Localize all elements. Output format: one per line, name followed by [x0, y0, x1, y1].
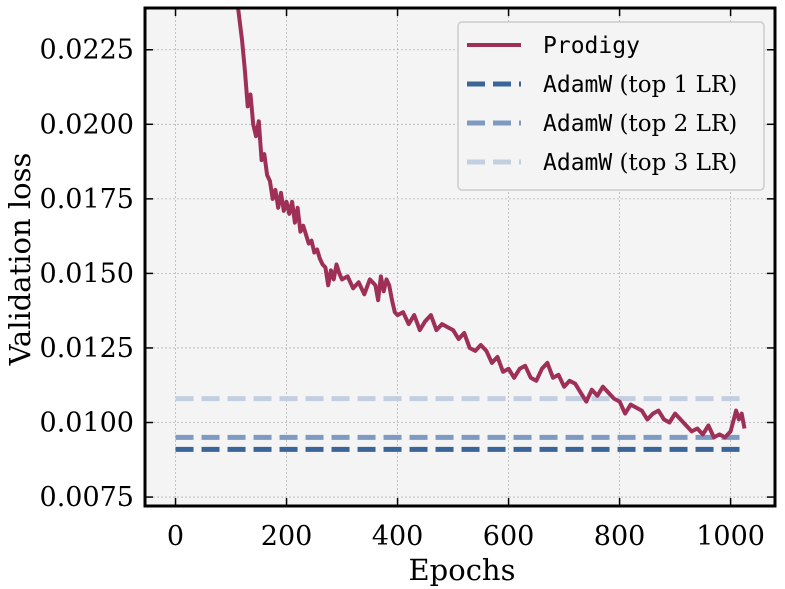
series-line-prodigy [236, 8, 747, 440]
plot-frame [143, 6, 777, 508]
legend-entry-code: AdamW [543, 72, 612, 98]
x-tick-label: 800 [594, 521, 646, 552]
axis-ticks: 0 200 400 600 800 1000 0.0075 0.0100 0.0125 0.015… [40, 8, 775, 552]
y-tick-label: 0.0100 [40, 408, 134, 439]
x-tick-label: 1000 [696, 521, 765, 552]
legend-entry-suffix: (top 3 LR) [612, 150, 737, 176]
x-tick-label: 200 [261, 521, 313, 552]
y-tick-label: 0.0200 [40, 109, 134, 140]
x-tick-label: 0 [167, 521, 184, 552]
legend-entry-code: AdamW [543, 111, 612, 137]
x-tick-label: 600 [483, 521, 535, 552]
y-tick-label: 0.0075 [40, 482, 134, 513]
y-tick-label: 0.0175 [40, 184, 134, 215]
legend-entry-label: AdamW (top 1 LR) [543, 72, 737, 98]
legend-entry-code: AdamW [543, 150, 612, 176]
legend-entry-suffix: (top 2 LR) [612, 111, 737, 137]
y-tick-label: 0.0150 [40, 258, 134, 289]
y-tick-label: 0.0125 [40, 333, 134, 364]
y-tick-label: 0.0225 [40, 35, 134, 66]
legend-entry-label: AdamW (top 3 LR) [543, 150, 737, 176]
x-tick-label: 400 [372, 521, 424, 552]
series-layer [175, 8, 747, 452]
legend-entry-label: Prodigy [543, 33, 640, 59]
legend-box [457, 21, 765, 191]
legend-entry-suffix: (top 1 LR) [612, 72, 737, 98]
x-axis-label: Epochs [409, 553, 516, 587]
legend-entry-code: Prodigy [543, 33, 640, 59]
y-axis-label: Validation loss [3, 153, 37, 367]
legend-entry-label: AdamW (top 2 LR) [543, 111, 737, 137]
